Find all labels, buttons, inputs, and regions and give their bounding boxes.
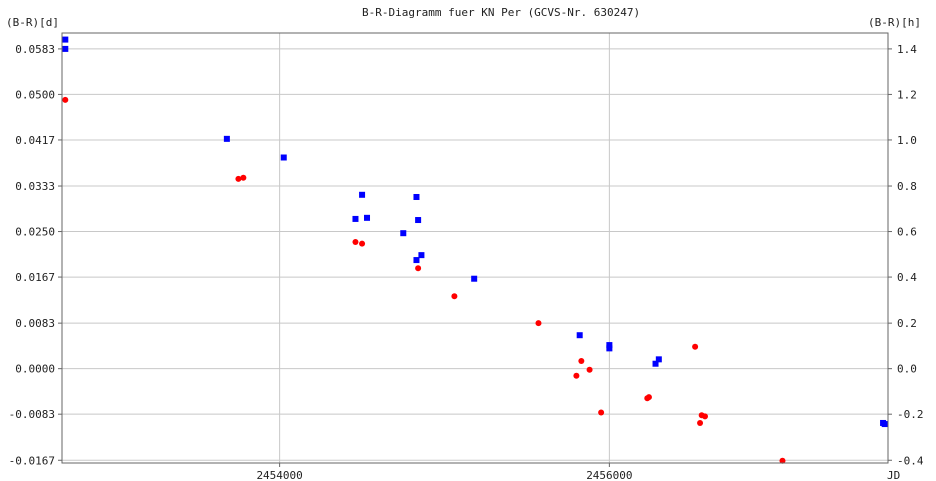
data-point-circle (359, 240, 366, 247)
data-series (62, 36, 888, 464)
y-tick-label-left: -0.0167 (9, 454, 55, 467)
y-tick-label-right: 0.2 (897, 317, 917, 330)
y-tick-label-right: 0.4 (897, 271, 917, 284)
y-axis-label-left: (B-R)[d] (6, 16, 59, 29)
data-point-square (655, 356, 662, 363)
data-point-circle (697, 419, 704, 426)
data-point-square (359, 191, 366, 198)
y-tick-label-right: -0.4 (897, 454, 924, 467)
y-tick-label-left: 0.0000 (15, 363, 55, 376)
x-ticks: 2454000 2456000 (256, 463, 633, 481)
data-point-circle (62, 96, 69, 103)
y-tick-label-right: 1.0 (897, 134, 917, 147)
data-point-square (881, 421, 888, 428)
data-point-square (400, 230, 407, 237)
data-point-circle (701, 413, 708, 420)
data-point-square (415, 217, 422, 224)
data-point-square (418, 252, 425, 259)
data-point-square (413, 193, 420, 200)
y-tick-label-left: 0.0500 (15, 88, 55, 101)
data-point-circle (535, 320, 542, 327)
y-tick-label-left: 0.0583 (15, 43, 55, 56)
data-point-square (364, 214, 371, 221)
x-tick-label: 2454000 (256, 469, 302, 481)
y-ticks-right: 1.4 1.2 1.0 0.8 0.6 0.4 0.2 0.0 -0.2 -0.4 (888, 43, 924, 467)
data-point-circle (451, 293, 458, 300)
data-point-circle (586, 366, 593, 373)
data-point-circle (578, 357, 585, 364)
data-point-square (62, 36, 69, 43)
data-point-circle (573, 372, 580, 379)
data-point-circle (598, 409, 605, 416)
y-tick-label-right: 0.8 (897, 180, 917, 193)
y-tick-label-left: 0.0417 (15, 134, 55, 147)
data-point-square (471, 275, 478, 282)
y-tick-label-right: -0.2 (897, 408, 924, 421)
data-point-circle (352, 238, 359, 245)
data-point-circle (415, 265, 422, 272)
y-tick-label-right: 0.0 (897, 363, 917, 376)
y-tick-label-right: 1.2 (897, 88, 917, 101)
data-point-square (352, 215, 359, 222)
y-axis-label-right: (B-R)[h] (868, 16, 921, 29)
data-point-square (652, 360, 659, 367)
data-point-square (606, 342, 613, 349)
chart-title: B-R-Diagramm fuer KN Per (GCVS-Nr. 63024… (362, 6, 640, 19)
y-tick-label-left: -0.0083 (9, 408, 55, 421)
x-tick-label: 2456000 (586, 469, 632, 481)
y-tick-label-left: 0.0250 (15, 226, 55, 239)
plot-frame (61, 32, 889, 464)
y-tick-label-right: 0.6 (897, 226, 917, 239)
y-ticks-left: 0.0583 0.0500 0.0417 0.0333 0.0250 0.0167 0.00… (9, 43, 62, 467)
x-axis-label: JD (887, 469, 900, 481)
data-point-square (413, 257, 420, 264)
y-tick-label-right: 1.4 (897, 43, 917, 56)
data-point-circle (240, 174, 247, 181)
y-tick-label-left: 0.0083 (15, 317, 55, 330)
data-point-square (576, 332, 583, 339)
data-point-circle (692, 343, 699, 350)
data-point-square (280, 154, 287, 161)
data-point-square (223, 135, 230, 142)
y-tick-label-left: 0.0333 (15, 180, 55, 193)
data-point-circle (235, 175, 242, 182)
data-point-square (62, 45, 69, 52)
data-point-circle (645, 394, 652, 401)
data-point-square (606, 345, 613, 352)
y-tick-label-left: 0.0167 (15, 271, 55, 284)
data-point-circle (779, 457, 786, 464)
